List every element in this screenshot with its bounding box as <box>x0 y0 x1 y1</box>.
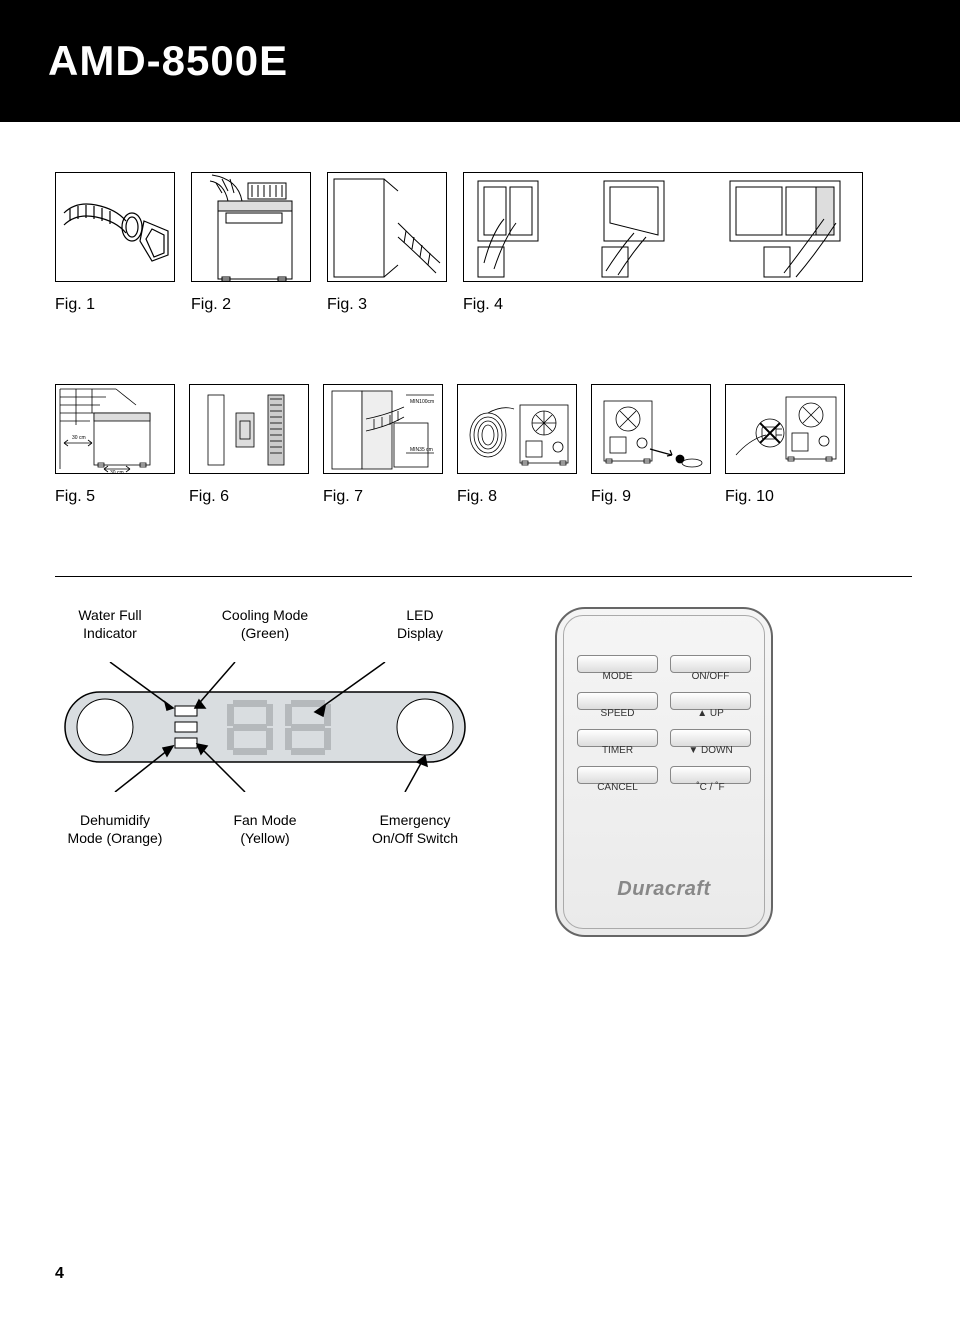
figure-row-2: 30 cm 30 cm <box>55 384 912 474</box>
remote-btn-timer[interactable]: TIMER <box>577 729 658 756</box>
figure-4 <box>463 172 863 282</box>
remote-btn-speed[interactable]: SPEED <box>577 692 658 719</box>
fig9-label: Fig. 9 <box>591 488 711 506</box>
header-bar: AMD-8500E <box>0 0 960 122</box>
figure-2 <box>191 172 311 282</box>
page-content: Fig. 1 Fig. 2 Fig. 3 Fig. 4 <box>0 122 960 937</box>
remote-button-grid: MODE ON/OFF SPEED ▲ UP TIMER ▼ DOWN <box>577 655 751 793</box>
fig3-label: Fig. 3 <box>327 296 447 314</box>
label-cooling-mode: Cooling Mode (Green) <box>210 607 320 642</box>
remote-control: MODE ON/OFF SPEED ▲ UP TIMER ▼ DOWN <box>555 607 773 937</box>
figure-3 <box>327 172 447 282</box>
remote-btn-cf[interactable]: ˚C / ˚F <box>670 766 751 793</box>
remote-btn-onoff[interactable]: ON/OFF <box>670 655 751 682</box>
panel-labels-top: Water Full Indicator Cooling Mode (Green… <box>55 607 475 642</box>
figure-6 <box>189 384 309 474</box>
fig5-dim2: 30 cm <box>110 470 124 475</box>
label-dehumidify: Dehumidify Mode (Orange) <box>55 812 175 847</box>
figure-10 <box>725 384 845 474</box>
remote-brand: Duracraft <box>557 878 771 901</box>
fig5-label: Fig. 5 <box>55 488 175 506</box>
figure-row-2-labels: Fig. 5 Fig. 6 Fig. 7 Fig. 8 Fig. 9 Fig. … <box>55 482 912 506</box>
label-water-full: Water Full Indicator <box>55 607 165 642</box>
figure-8 <box>457 384 577 474</box>
remote-btn-mode[interactable]: MODE <box>577 655 658 682</box>
remote-btn-cancel[interactable]: CANCEL <box>577 766 658 793</box>
divider-line <box>55 576 912 577</box>
panel-svg <box>55 662 475 792</box>
fig7-label: Fig. 7 <box>323 488 443 506</box>
figure-9 <box>591 384 711 474</box>
fig6-label: Fig. 6 <box>189 488 309 506</box>
figure-row-1 <box>55 172 912 282</box>
fig8-label: Fig. 8 <box>457 488 577 506</box>
label-emergency: Emergency On/Off Switch <box>355 812 475 847</box>
fig5-dim1: 30 cm <box>72 435 86 441</box>
remote-btn-down[interactable]: ▼ DOWN <box>670 729 751 756</box>
remote-btn-up[interactable]: ▲ UP <box>670 692 751 719</box>
fig2-label: Fig. 2 <box>191 296 311 314</box>
fig7-top-label: MIN100cm <box>410 399 434 405</box>
figure-row-1-labels: Fig. 1 Fig. 2 Fig. 3 Fig. 4 <box>55 290 912 314</box>
label-fan-mode: Fan Mode (Yellow) <box>205 812 325 847</box>
fig7-bot-label: MIN35 cm <box>410 447 433 453</box>
panel-labels-bottom: Dehumidify Mode (Orange) Fan Mode (Yello… <box>55 812 475 847</box>
label-led-display: LED Display <box>365 607 475 642</box>
figure-7: MIN100cm MIN35 cm <box>323 384 443 474</box>
page-number: 4 <box>55 1265 64 1283</box>
figure-1 <box>55 172 175 282</box>
product-title: AMD-8500E <box>48 37 288 85</box>
fig4-label: Fig. 4 <box>463 296 863 314</box>
control-panel-diagram: Water Full Indicator Cooling Mode (Green… <box>55 607 475 847</box>
fig1-label: Fig. 1 <box>55 296 175 314</box>
fig10-label: Fig. 10 <box>725 488 845 506</box>
bottom-section: Water Full Indicator Cooling Mode (Green… <box>55 607 912 937</box>
figure-5: 30 cm 30 cm <box>55 384 175 474</box>
